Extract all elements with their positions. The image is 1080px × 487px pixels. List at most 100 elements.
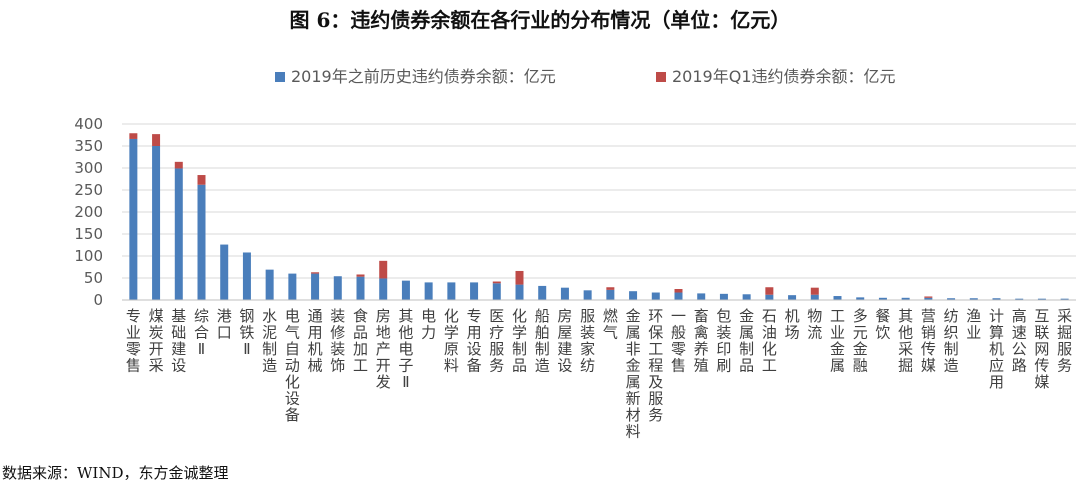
x-tick-label: 营销传媒 — [921, 307, 936, 375]
bar-historical — [152, 146, 161, 300]
data-source-note: 数据来源：WIND，东方金诚整理 — [2, 464, 229, 482]
bar-historical — [265, 269, 274, 300]
bar-q1 — [152, 134, 161, 146]
bar-historical — [606, 289, 615, 300]
bar-historical — [629, 291, 638, 300]
bar-historical — [492, 283, 501, 300]
bar-historical — [765, 294, 774, 300]
x-tick-label: 燃气 — [603, 307, 618, 342]
y-tick-label: 250 — [74, 181, 103, 199]
x-tick-label: 渔业 — [966, 307, 981, 342]
x-tick-label: 装修装饰 — [330, 307, 345, 375]
bar-historical — [697, 293, 706, 300]
bar-historical — [1037, 298, 1046, 300]
x-tick-label: 电气自动化设备 — [285, 307, 300, 424]
x-tick-label: 基础建设 — [171, 307, 186, 375]
bar-historical — [515, 284, 524, 300]
bar-q1 — [810, 287, 819, 295]
bar-q1 — [197, 175, 206, 185]
x-tick-label: 化学原料 — [444, 307, 459, 375]
y-tick-label: 150 — [74, 225, 103, 243]
x-tick-label: 船舶制造 — [535, 307, 550, 375]
bar-q1 — [129, 133, 138, 139]
bar-historical — [538, 285, 547, 300]
x-tick-label: 房地产开发 — [376, 307, 391, 391]
x-tick-label: 包装印刷 — [716, 307, 731, 375]
x-tick-label: 多元金融 — [853, 307, 868, 375]
bar-historical — [924, 297, 933, 300]
bar-historical — [333, 276, 342, 300]
bar-historical — [901, 297, 910, 300]
bar-historical — [311, 273, 320, 300]
bar-historical — [242, 252, 251, 300]
bar-historical — [1060, 298, 1069, 300]
chart-title: 图 6：违约债券余额在各行业的分布情况（单位：亿元） — [289, 8, 791, 32]
x-tick-label: 其他电子 Ⅱ — [398, 307, 413, 391]
bar-historical — [674, 292, 683, 300]
legend-historical-label: 2019年之前历史违约债券余额：亿元 — [291, 67, 556, 86]
y-tick-label: 100 — [74, 247, 103, 265]
bar-q1 — [674, 289, 683, 293]
x-tick-label: 采掘服务 — [1057, 307, 1072, 375]
x-tick-label: 综合 Ⅱ — [194, 307, 209, 358]
bar-historical — [447, 282, 456, 300]
bar-historical — [947, 298, 956, 300]
bar-historical — [742, 294, 751, 300]
x-tick-label: 环保工程及服务 — [648, 307, 663, 424]
y-tick-label: 50 — [84, 269, 103, 287]
bar-historical — [288, 273, 297, 300]
x-tick-label: 物流 — [807, 307, 822, 342]
x-tick-label: 工业金属 — [830, 307, 845, 375]
x-tick-label: 其他采掘 — [898, 307, 913, 375]
y-tick-label: 400 — [74, 115, 103, 133]
bar-historical — [833, 296, 842, 300]
x-tick-label: 化学制品 — [512, 307, 527, 375]
bar-historical — [560, 287, 569, 300]
bar-q1 — [765, 287, 774, 295]
x-tick-label: 互联网传媒 — [1034, 307, 1049, 391]
bar-q1 — [174, 161, 183, 169]
bar-historical — [719, 293, 728, 300]
x-tick-label: 餐饮 — [875, 307, 890, 342]
bar-historical — [856, 297, 865, 300]
x-tick-label: 专用设备 — [467, 307, 482, 375]
bar-historical — [356, 276, 365, 300]
bar-q1 — [311, 272, 320, 274]
legend-q1-swatch — [656, 72, 666, 82]
x-tick-label: 畜禽养殖 — [694, 307, 709, 375]
bar-q1 — [492, 281, 501, 284]
bar-historical — [1015, 298, 1024, 300]
x-tick-label: 一般零售 — [671, 307, 686, 375]
bar-q1 — [356, 274, 365, 277]
bar-q1 — [924, 296, 933, 298]
x-tick-label: 房屋建设 — [557, 307, 572, 375]
x-tick-label: 电力 — [421, 307, 436, 342]
bar-q1 — [515, 270, 524, 285]
y-tick-label: 0 — [93, 291, 103, 309]
bar-historical — [379, 278, 388, 300]
x-tick-label: 金属非金属新材料 — [626, 307, 641, 441]
y-tick-label: 200 — [74, 203, 103, 221]
x-tick-label: 食品加工 — [353, 307, 368, 375]
x-tick-label: 专业零售 — [126, 307, 141, 375]
legend-q1-label: 2019年Q1违约债券余额：亿元 — [672, 67, 896, 86]
x-tick-label: 高速公路 — [1012, 307, 1027, 375]
bar-historical — [583, 290, 592, 300]
x-tick-label: 纺织制造 — [944, 307, 959, 375]
x-tick-label: 医疗服务 — [489, 307, 504, 375]
x-tick-label: 金属制品 — [739, 307, 754, 375]
x-tick-label: 计算机应用 — [989, 307, 1004, 391]
bar-historical — [788, 295, 797, 300]
bar-historical — [424, 282, 433, 300]
bar-historical — [878, 297, 887, 300]
x-tick-label: 港口 — [217, 307, 232, 342]
bar-historical — [969, 298, 978, 300]
x-tick-label: 水泥制造 — [262, 307, 277, 375]
x-tick-label: 机场 — [785, 307, 800, 342]
bar-historical — [174, 168, 183, 300]
bar-historical — [220, 244, 229, 300]
bar-historical — [197, 184, 206, 300]
legend-historical-swatch — [275, 72, 285, 82]
